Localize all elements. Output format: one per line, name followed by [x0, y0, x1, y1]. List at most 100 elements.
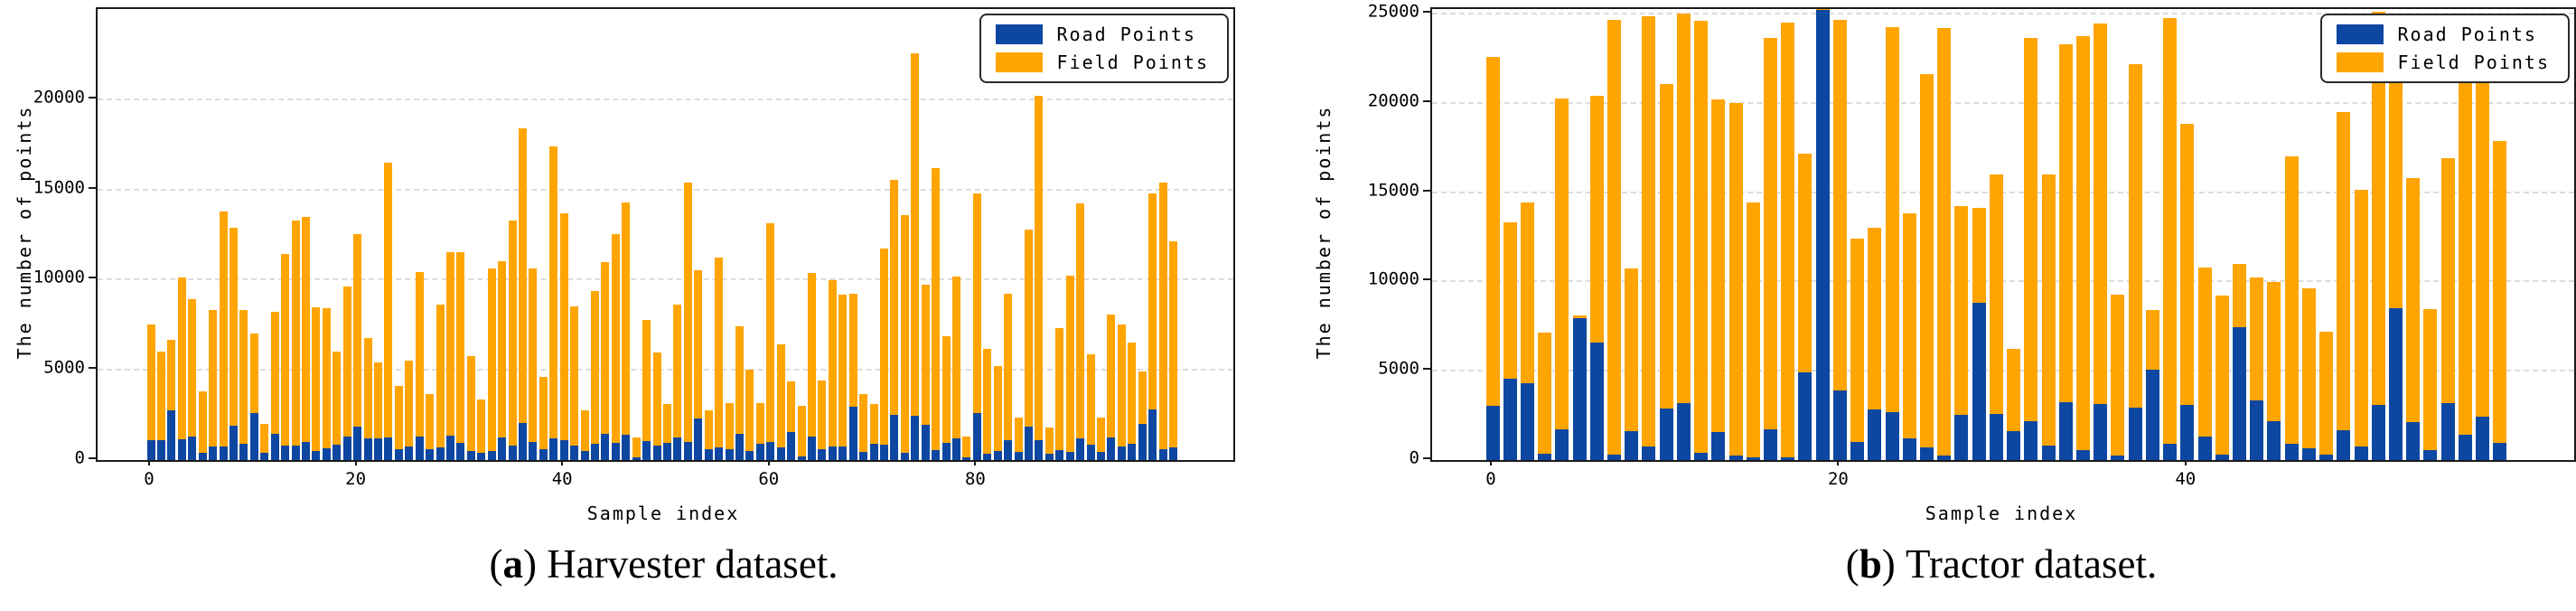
bar-field-segment [1954, 206, 1969, 415]
bar-road-segment [498, 437, 507, 460]
x-tick-mark [1837, 458, 1840, 465]
bar-field-segment [2319, 331, 2334, 456]
bar-road-segment [1538, 454, 1552, 460]
y-tick-mark [89, 457, 96, 459]
road-points-swatch [995, 24, 1043, 44]
bar-field-segment [2145, 310, 2159, 371]
bar-road-segment [2301, 448, 2316, 460]
bar-field-segment [2094, 23, 2108, 404]
bar-field-segment [1148, 193, 1157, 410]
bar-road-segment [1781, 457, 1795, 460]
bar-field-segment [518, 127, 527, 424]
bar-road-segment [941, 443, 951, 460]
bar-field-segment [952, 277, 961, 439]
bar-road-segment [652, 446, 661, 460]
bar-field-segment [2232, 263, 2246, 327]
bar-field-segment [1520, 202, 1534, 384]
x-tick-label: 40 [551, 469, 573, 489]
bar-field-segment [426, 394, 435, 450]
bar-road-segment [342, 437, 351, 460]
bar-field-segment [363, 338, 372, 439]
bar-field-segment [1642, 15, 1656, 447]
y-tick-mark [89, 186, 96, 189]
bar-field-segment [2024, 37, 2038, 421]
bar-field-segment [301, 216, 310, 443]
bar-field-segment [456, 252, 465, 444]
bar-field-segment [322, 308, 331, 449]
bar-road-segment [518, 423, 527, 460]
bar-road-segment [2440, 402, 2455, 460]
bar-field-segment [652, 352, 661, 446]
legend: Road Points Field Points [2319, 14, 2570, 83]
bar-field-segment [2284, 156, 2299, 445]
bar-field-segment [1711, 99, 1726, 433]
bar-field-segment [342, 287, 351, 437]
bar-field-segment [683, 182, 692, 443]
bar-field-segment [911, 52, 920, 417]
bar-road-segment [848, 407, 857, 460]
bar-field-segment [373, 362, 382, 439]
bar-field-segment [818, 381, 827, 450]
bar-field-segment [570, 306, 579, 446]
bar-road-segment [1850, 442, 1865, 460]
gridline [98, 188, 1233, 191]
bar-field-segment [539, 377, 548, 450]
bar-road-segment [363, 438, 372, 460]
bar-road-segment [2041, 446, 2056, 460]
bar-road-segment [1572, 317, 1587, 460]
bar-field-segment [601, 262, 610, 435]
bar-field-segment [797, 406, 806, 457]
bar-field-segment [2215, 296, 2229, 456]
y-tick-mark [89, 277, 96, 279]
bar-field-segment [1128, 343, 1137, 445]
legend-entry-road: Road Points [2336, 24, 2551, 45]
bar-field-segment [384, 162, 393, 438]
bar-field-segment [932, 167, 941, 451]
bar-road-segment [1138, 424, 1147, 460]
bar-road-segment [1014, 452, 1023, 460]
bar-field-segment [993, 366, 1002, 452]
bar-road-segment [249, 413, 258, 460]
bar-road-segment [229, 426, 238, 460]
bar-field-segment [808, 273, 817, 437]
bar-road-segment [900, 453, 909, 460]
bar-field-segment [900, 214, 909, 454]
bar-field-segment [487, 268, 496, 452]
y-tick-label: 15000 [33, 177, 85, 198]
legend-entry-field: Field Points [995, 52, 1210, 73]
bar-field-segment [828, 280, 837, 447]
bar-field-segment [890, 179, 899, 416]
bar-road-segment [838, 446, 848, 460]
y-tick-mark [1423, 189, 1430, 192]
bar-field-segment [1920, 74, 1934, 448]
gridline [1432, 191, 2574, 193]
y-tick-label: 5000 [1378, 358, 1419, 379]
bar-road-segment [2145, 370, 2159, 460]
bar-field-segment [559, 212, 568, 441]
bar-road-segment [2111, 456, 2125, 460]
tractor-plot-area: Road Points Field Points [1430, 7, 2576, 462]
bar-field-segment [1832, 19, 1847, 390]
bar-field-segment [177, 277, 186, 440]
bar-road-segment [921, 425, 930, 460]
bar-road-segment [1025, 427, 1034, 460]
x-tick-mark [767, 458, 770, 465]
bar-road-segment [1607, 455, 1622, 460]
bar-road-segment [373, 438, 382, 460]
x-tick-mark [561, 458, 564, 465]
bar-field-segment [632, 437, 641, 458]
bar-road-segment [1158, 449, 1167, 460]
x-tick-label: 60 [758, 469, 780, 489]
bar-road-segment [2197, 437, 2212, 460]
bar-field-segment [580, 410, 589, 452]
bar-road-segment [808, 437, 817, 460]
bar-field-segment [848, 294, 857, 408]
bar-field-segment [755, 403, 764, 445]
x-tick-label: 0 [144, 469, 155, 489]
y-tick-mark [1423, 278, 1430, 281]
bar-road-segment [260, 453, 269, 460]
bar-field-segment [787, 381, 796, 433]
gridline [98, 369, 1233, 371]
y-tick-mark [1423, 99, 1430, 102]
bar-road-segment [663, 443, 671, 460]
